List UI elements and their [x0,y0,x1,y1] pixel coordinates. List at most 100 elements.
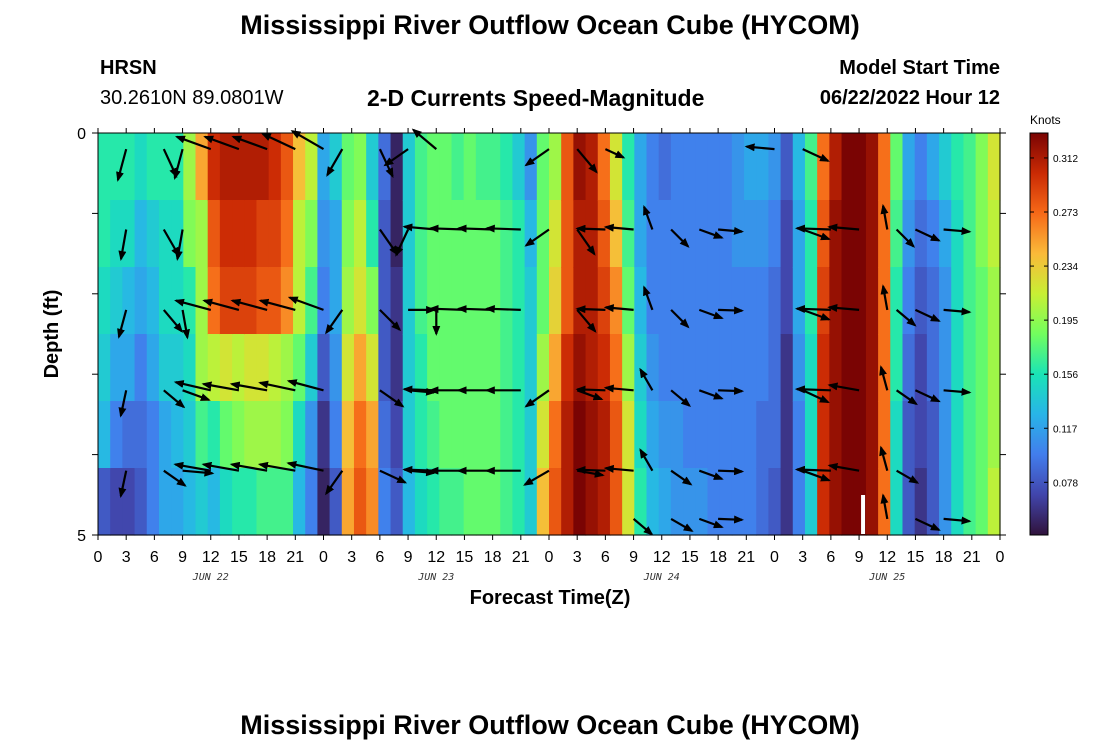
heatmap-cell [914,133,928,201]
current-vector-arrow [257,461,296,472]
heatmap-cell [817,334,830,402]
heatmap-cell [573,334,587,402]
y-axis-label: Depth (ft) [41,290,63,379]
heatmap-cell [244,133,258,201]
heatmap-cell [207,133,221,201]
heatmap-cell [353,200,367,268]
heatmap-cell [634,200,648,268]
heatmap-cell [951,334,965,402]
heatmap-cell [683,267,696,335]
heatmap-cell [561,401,574,469]
heatmap-cell [975,468,989,536]
current-vector-arrow [174,229,184,261]
heatmap-cell [268,133,282,201]
heatmap-cell [585,200,599,268]
heatmap-cell [256,133,270,201]
heatmap-cell [731,401,745,469]
heatmap-cell [756,267,770,335]
heatmap-cell [963,468,977,536]
heatmap-cell [853,401,867,469]
heatmap-cell [536,334,550,402]
heatmap-cell [853,267,867,335]
current-vector-arrow [895,228,916,248]
current-vector-arrow [632,518,654,536]
heatmap-cell [683,401,696,469]
heatmap-cell [219,334,233,402]
current-vector-arrow [943,516,972,525]
heatmap-cell [695,334,709,402]
x-tick-label: 15 [456,549,474,566]
heatmap-cell [134,200,148,268]
current-vector-arrow [670,309,690,329]
heatmap-cell [987,133,1001,201]
heatmap-cell [707,468,721,536]
current-vector-arrow [603,464,634,473]
heatmap-cell [500,401,514,469]
heatmap-cell [268,401,282,469]
current-vector-arrow [718,226,744,235]
current-vector-arrow [914,389,941,403]
x-tick-label: 15 [681,549,699,566]
heatmap-cell [158,468,172,536]
current-vector-arrow [181,309,190,340]
heatmap-cell [329,334,343,402]
heatmap-cell [524,401,538,469]
heatmap-cell [366,468,379,536]
heatmap-cell [792,401,806,469]
heatmap-cell [890,267,904,335]
colorbar-tick-label: 0.156 [1053,370,1078,381]
heatmap-cell [280,401,294,469]
current-vector-arrow [670,389,692,407]
current-time-marker [861,495,866,534]
heatmap-cell [719,200,733,268]
current-vector-arrow [524,389,550,408]
heatmap-cell [890,468,904,536]
heatmap-cell [244,200,258,268]
x-tick-label: 3 [573,549,582,566]
heatmap-cell [256,334,270,402]
heatmap-cell [280,468,294,536]
heatmap-cell [865,267,879,335]
current-vector-arrow [794,304,831,313]
heatmap-cell [98,401,111,469]
heatmap-cell [634,267,648,335]
heatmap-cell [804,334,818,402]
x-tick-label: 21 [737,549,755,566]
station-name: HRSN [100,57,157,79]
heatmap-cell [683,133,696,201]
heatmap-cell [402,401,416,469]
x-tick-label: 0 [996,549,1005,566]
heatmap-cell [219,468,233,536]
heatmap-cell [488,200,501,268]
heatmap-cell [353,267,367,335]
heatmap-cell [134,468,148,536]
heatmap-cell [768,133,782,201]
heatmap-cell [865,133,879,201]
heatmap-cell [317,401,331,469]
heatmap-cell [146,133,160,201]
heatmap-cell [293,200,306,268]
current-vector-arrow [802,469,831,482]
heatmap-cell [232,200,245,268]
heatmap-cell [780,267,794,335]
heatmap-cell [122,133,136,201]
heatmap-cell [500,267,514,335]
heatmap-cell [646,401,660,469]
heatmap-cell [146,401,160,469]
heatmap-cell [646,267,660,335]
heatmap-cell [195,200,209,268]
heatmap-cell [829,401,843,469]
current-time-bar [861,495,866,534]
heatmap-cell [987,267,1001,335]
current-vector-arrow [880,203,889,230]
heatmap-cell [829,200,843,268]
heatmap-cell [183,200,197,268]
heatmap-cell [219,200,233,268]
heatmap-cell [561,200,574,268]
heatmap-cell [804,468,818,536]
current-vector-arrow [914,517,941,531]
current-vector-arrow [879,365,889,391]
current-vector-arrow [802,308,831,321]
heatmap-cell [817,200,830,268]
heatmap-cell [280,200,294,268]
